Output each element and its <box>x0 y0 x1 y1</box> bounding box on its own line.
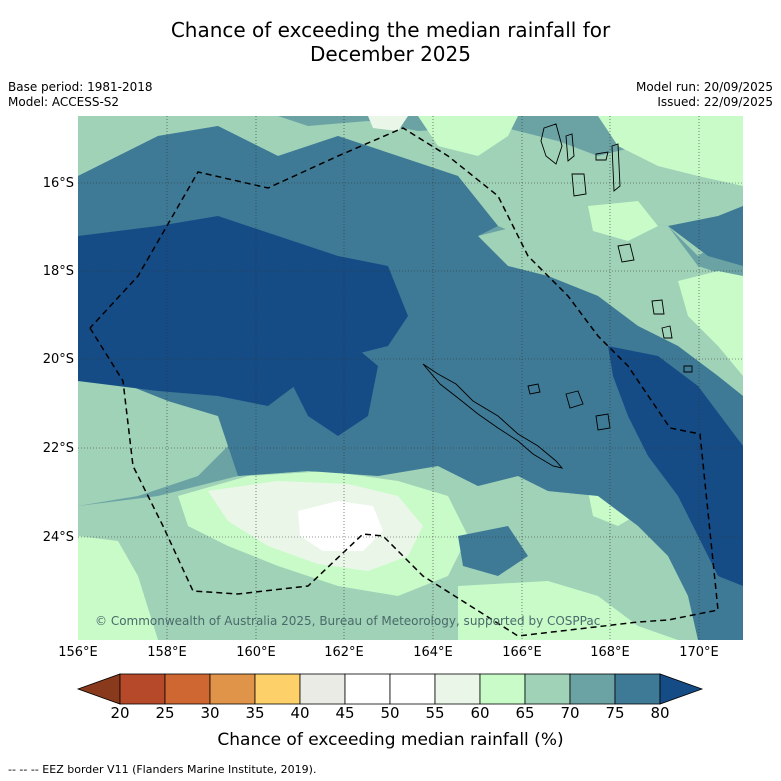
region-60-65-s2 <box>458 581 678 640</box>
region-50-55 <box>298 501 383 551</box>
lat-label-1: 18°S <box>42 264 74 279</box>
colorbar-tick-30: 30 <box>200 704 220 722</box>
copyright-notice: © Commonwealth of Australia 2025, Bureau… <box>95 614 601 628</box>
lon-label-3: 162°E <box>324 645 364 660</box>
region-75-80-central <box>293 341 378 436</box>
lon-label-7: 170°E <box>679 645 719 660</box>
lat-label-0: 16°S <box>42 176 74 191</box>
colorbar-tick-55: 55 <box>425 704 445 722</box>
colorbar-tick-35: 35 <box>245 704 265 722</box>
lon-label-0: 156°E <box>58 645 98 660</box>
lon-label-1: 158°E <box>147 645 187 660</box>
region-65-70-east <box>478 216 743 396</box>
model-name: Model: ACCESS-S2 <box>8 95 120 109</box>
footnote: -- -- -- EEZ border V11 (Flanders Marine… <box>8 763 317 776</box>
island-vanuatu-9 <box>683 365 693 373</box>
colorbar-segment-9 <box>524 673 571 705</box>
region-65-70-west <box>78 366 228 506</box>
colorbar-segment-5 <box>344 673 391 705</box>
colorbar-segment-6 <box>389 673 436 705</box>
title-line-1: Chance of exceeding the median rainfall … <box>170 18 611 42</box>
gridlines <box>78 116 743 640</box>
colorbar-tick-65: 65 <box>515 704 535 722</box>
region-60-65-north <box>418 116 518 156</box>
lon-label-6: 168°E <box>590 645 630 660</box>
island-vanuatu-5 <box>611 143 621 192</box>
island-vanuatu-8 <box>661 325 673 339</box>
base-period: Base period: 1981-2018 <box>8 80 153 94</box>
island-loyalty-1 <box>565 390 584 409</box>
colorbar-tick-80: 80 <box>650 704 670 722</box>
colorbar-tick-70: 70 <box>560 704 580 722</box>
colorbar-segment-3 <box>254 673 301 705</box>
colorbar-segment-4 <box>299 673 346 705</box>
region-60-65-ne2 <box>588 201 658 241</box>
title-line-2: December 2025 <box>310 42 471 66</box>
region-70-75-e2 <box>668 206 743 266</box>
colorbar-segment-11 <box>614 673 661 705</box>
colorbar-tick-40: 40 <box>290 704 310 722</box>
colorbar <box>76 673 704 705</box>
lat-label-4: 24°S <box>42 530 74 545</box>
region-60-65-sw <box>78 536 158 640</box>
meta-left: Base period: 1981-2018 Model: ACCESS-S2 <box>8 80 153 110</box>
island-vanuatu-3 <box>571 173 587 197</box>
colorbar-segment-8 <box>479 673 526 705</box>
colorbar-extend-low <box>76 673 121 705</box>
region-55-60-ne <box>368 116 408 131</box>
colorbar-segment-10 <box>569 673 616 705</box>
island-vanuatu-2 <box>565 133 575 162</box>
colorbar-segment-7 <box>434 673 481 705</box>
colorbar-segment-0 <box>119 673 166 705</box>
colorbar-tick-20: 20 <box>110 704 130 722</box>
lon-label-5: 166°E <box>502 645 542 660</box>
colorbar-tick-75: 75 <box>605 704 625 722</box>
region-60-65-ne <box>598 116 743 186</box>
island-vanuatu-6 <box>617 243 635 263</box>
meta-right: Model run: 20/09/2025 Issued: 22/09/2025 <box>636 80 773 110</box>
rainfall-map <box>78 116 743 640</box>
colorbar-extend-high <box>659 673 704 705</box>
colorbar-segment-1 <box>164 673 211 705</box>
colorbar-label: Chance of exceeding median rainfall (%) <box>217 730 564 750</box>
island-new-caledonia <box>422 363 564 469</box>
island-vanuatu-4 <box>595 151 609 161</box>
lat-label-2: 20°S <box>42 352 74 367</box>
lon-label-4: 164°E <box>413 645 453 660</box>
model-run: Model run: 20/09/2025 <box>635 80 773 94</box>
island-vanuatu-1 <box>540 123 563 165</box>
lat-label-3: 22°S <box>42 441 74 456</box>
colorbar-tick-60: 60 <box>470 704 490 722</box>
colorbar-tick-25: 25 <box>155 704 175 722</box>
island-loyalty-3 <box>527 383 541 395</box>
issued-date: Issued: 22/09/2025 <box>657 95 773 109</box>
colorbar-tick-45: 45 <box>335 704 355 722</box>
map-title: Chance of exceeding the median rainfall … <box>0 18 781 66</box>
region-70-75-spot <box>458 526 528 576</box>
lon-label-2: 160°E <box>236 645 276 660</box>
colorbar-tick-50: 50 <box>380 704 400 722</box>
region-60-65-e <box>678 271 743 376</box>
colorbar-segment-2 <box>209 673 256 705</box>
island-vanuatu-7 <box>651 299 665 315</box>
